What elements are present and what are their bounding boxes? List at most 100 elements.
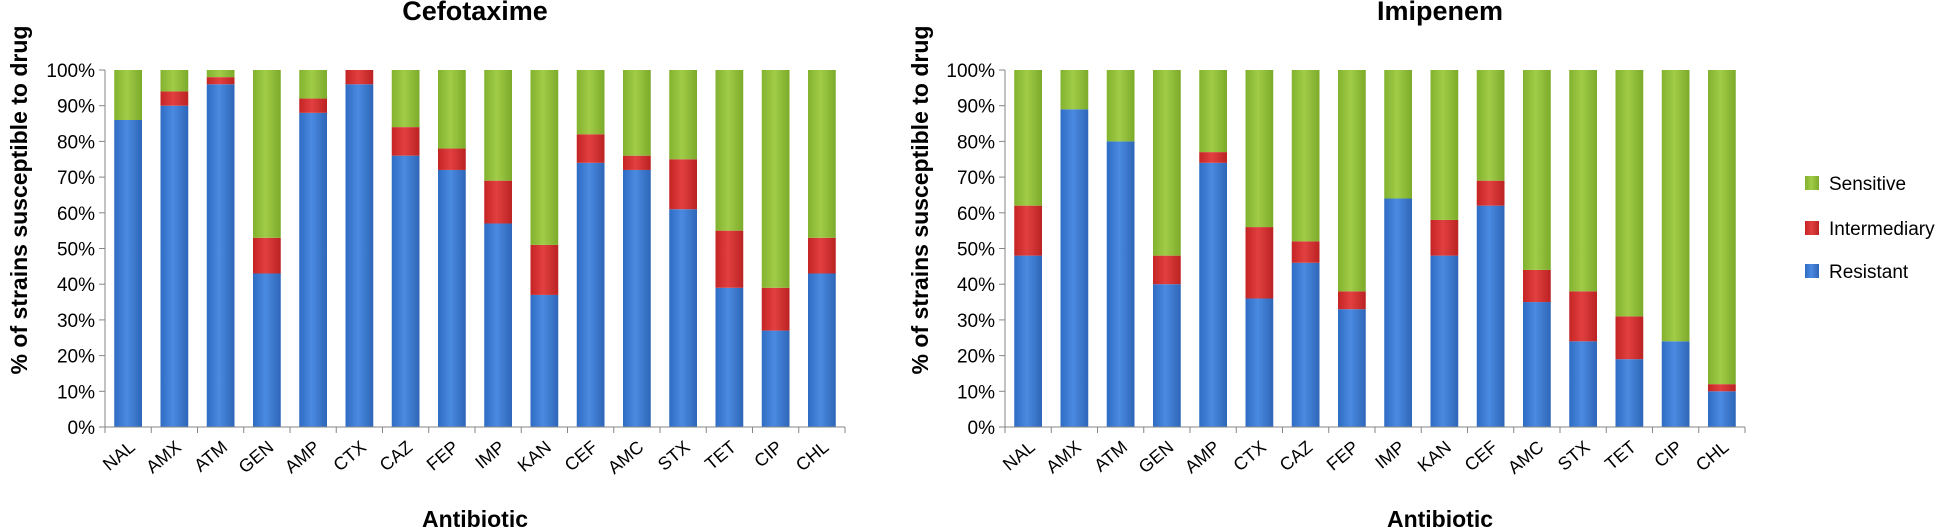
- bar-resistant-gen: [253, 273, 281, 427]
- bar-resistant-stx: [1569, 341, 1597, 427]
- bar-intermediary-stx: [669, 159, 697, 210]
- legend-swatch-resistant: [1805, 264, 1819, 278]
- bar-intermediary-ctx: [1245, 227, 1274, 299]
- bar-intermediary-amp: [299, 98, 327, 113]
- y-tick-label: 90%: [57, 97, 95, 118]
- bar-resistant-cip: [761, 330, 790, 427]
- bar-sensitive-amp: [1199, 70, 1227, 153]
- x-tick-label: FEP: [1323, 437, 1363, 475]
- plot-area: 0%10%20%30%40%50%60%70%80%90%100%NAL AMX A…: [946, 61, 1746, 478]
- bar-resistant-amx: [160, 105, 189, 427]
- x-tick-label: GEN: [1135, 437, 1178, 477]
- y-tick-label: 60%: [57, 204, 95, 225]
- bar-sensitive-cip: [761, 70, 790, 288]
- y-tick-label: 50%: [957, 240, 995, 261]
- y-tick-label: 30%: [57, 311, 95, 332]
- bar-sensitive-chl: [808, 70, 836, 238]
- y-tick-label: 20%: [957, 347, 995, 368]
- bar-resistant-tet: [1615, 359, 1644, 427]
- bar-resistant-chl: [808, 273, 836, 427]
- bar-resistant-fep: [1338, 309, 1366, 427]
- x-tick-label: ATM: [1090, 437, 1131, 476]
- y-tick-label: 20%: [57, 347, 95, 368]
- y-axis-title: % of strains susceptible to drug: [6, 26, 32, 375]
- bar-sensitive-caz: [1291, 70, 1320, 242]
- bar-resistant-nal: [1014, 255, 1042, 427]
- bar-sensitive-cef: [576, 70, 605, 135]
- bar-sensitive-caz: [391, 70, 420, 128]
- y-tick-label: 0%: [68, 418, 96, 439]
- bar-resistant-amp: [299, 112, 327, 427]
- bar-resistant-cef: [1476, 205, 1505, 427]
- y-tick-label: 70%: [957, 168, 995, 189]
- plot-area: 0%10%20%30%40%50%60%70%80%90%100%NAL AMX A…: [46, 61, 846, 478]
- y-tick-label: 10%: [957, 382, 995, 403]
- y-tick-label: 50%: [57, 240, 95, 261]
- y-tick-label: 60%: [957, 204, 995, 225]
- bar-resistant-amc: [1523, 302, 1551, 427]
- bar-resistant-fep: [438, 169, 466, 427]
- bar-resistant-cef: [576, 162, 605, 427]
- bar-sensitive-atm: [1106, 70, 1135, 142]
- bar-sensitive-tet: [715, 70, 744, 231]
- y-tick-label: 100%: [946, 61, 995, 82]
- bar-sensitive-fep: [1338, 70, 1366, 292]
- bar-intermediary-chl: [1708, 384, 1736, 392]
- x-tick-label: CAZ: [376, 437, 416, 475]
- y-tick-label: 90%: [957, 97, 995, 118]
- bar-intermediary-atm: [206, 77, 235, 85]
- x-axis-title: Antibiotic: [1387, 506, 1493, 530]
- bar-intermediary-amp: [1199, 152, 1227, 163]
- x-tick-label: CTX: [330, 437, 370, 475]
- bar-sensitive-ctx: [1245, 70, 1274, 228]
- x-tick-label: GEN: [235, 437, 278, 477]
- bar-sensitive-gen: [1153, 70, 1181, 256]
- bar-intermediary-amc: [1523, 269, 1551, 303]
- bar-intermediary-amx: [160, 91, 189, 106]
- x-tick-label: AMP: [1181, 437, 1224, 477]
- bar-resistant-nal: [114, 119, 142, 427]
- chart-title: Imipenem: [1377, 0, 1503, 26]
- chart-title: Cefotaxime: [402, 0, 548, 26]
- bar-sensitive-imp: [1384, 70, 1412, 199]
- bar-sensitive-gen: [253, 70, 281, 238]
- bar-resistant-ctx: [1245, 298, 1274, 427]
- x-tick-label: CAZ: [1276, 437, 1316, 475]
- x-tick-label: KAN: [514, 437, 555, 476]
- x-tick-label: STX: [654, 437, 694, 475]
- y-tick-label: 0%: [968, 418, 996, 439]
- bar-intermediary-tet: [715, 230, 744, 288]
- bar-resistant-imp: [1384, 198, 1412, 427]
- bar-intermediary-caz: [1291, 241, 1320, 263]
- y-tick-label: 100%: [46, 61, 95, 82]
- bar-sensitive-cef: [1476, 70, 1505, 181]
- x-tick-label: STX: [1554, 437, 1594, 475]
- x-tick-label: IMP: [471, 437, 508, 473]
- bar-sensitive-kan: [530, 70, 559, 245]
- x-tick-label: IMP: [1371, 437, 1408, 473]
- x-tick-label: AMC: [1504, 437, 1547, 478]
- x-tick-label: CEF: [561, 437, 601, 475]
- x-tick-label: FEP: [423, 437, 463, 475]
- legend-label-sensitive: Sensitive: [1829, 174, 1906, 195]
- bar-intermediary-kan: [1430, 219, 1459, 256]
- bar-sensitive-nal: [1014, 70, 1042, 206]
- bar-sensitive-amx: [160, 70, 189, 92]
- x-tick-label: ATM: [190, 437, 231, 476]
- x-tick-label: CIP: [1650, 437, 1686, 472]
- bar-intermediary-stx: [1569, 291, 1597, 342]
- chart-cefotaxime: Cefotaxime % of strains susceptible to d…: [6, 0, 846, 530]
- bar-resistant-atm: [206, 84, 235, 427]
- x-tick-label: CHL: [1692, 437, 1732, 475]
- chart-imipenem: Imipenem % of strains susceptible to dru…: [907, 0, 1746, 530]
- bar-sensitive-amc: [623, 70, 651, 156]
- legend-label-resistant: Resistant: [1829, 262, 1909, 283]
- bar-intermediary-kan: [530, 244, 559, 295]
- bar-resistant-amc: [623, 169, 651, 427]
- x-tick-label: CIP: [750, 437, 786, 472]
- x-tick-label: TET: [1601, 437, 1640, 474]
- bar-resistant-amp: [1199, 162, 1227, 427]
- legend: Sensitive Intermediary Resistant: [1805, 174, 1935, 283]
- y-tick-label: 80%: [957, 132, 995, 153]
